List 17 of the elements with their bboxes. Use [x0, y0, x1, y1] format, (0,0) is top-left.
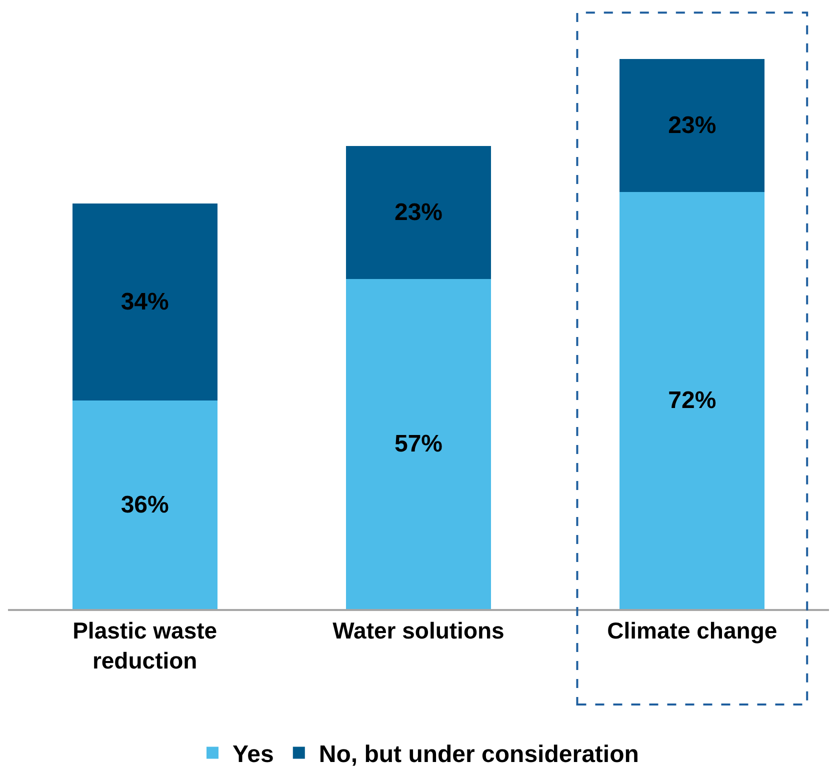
- bar: [346, 278, 492, 609]
- bar: [620, 192, 765, 609]
- data-label: 23%: [668, 112, 716, 140]
- data-label: 72%: [668, 387, 716, 414]
- data-label: 34%: [120, 288, 169, 316]
- legend-label: Yes: [232, 741, 274, 768]
- x-tick-label: Water solutions: [332, 618, 504, 644]
- data-label: 36%: [120, 491, 169, 518]
- bar: [72, 204, 218, 401]
- x-tick-label: Plastic waste reduction: [72, 618, 218, 674]
- data-label: 57%: [394, 430, 443, 458]
- data-label: 23%: [394, 198, 443, 226]
- bar: [72, 400, 218, 609]
- legend-label: No, but under consideration: [318, 741, 639, 768]
- x-tick-label: Climate change: [607, 618, 778, 644]
- bar: [620, 58, 765, 192]
- bar: [346, 146, 492, 279]
